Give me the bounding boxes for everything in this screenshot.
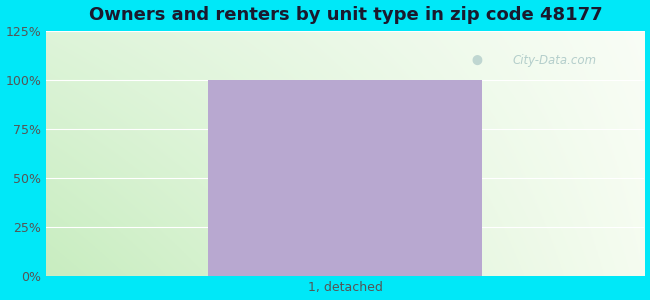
Text: ⬤: ⬤ <box>471 55 482 65</box>
Bar <box>208 80 482 276</box>
Title: Owners and renters by unit type in zip code 48177: Owners and renters by unit type in zip c… <box>88 6 602 24</box>
Text: City-Data.com: City-Data.com <box>513 54 597 67</box>
